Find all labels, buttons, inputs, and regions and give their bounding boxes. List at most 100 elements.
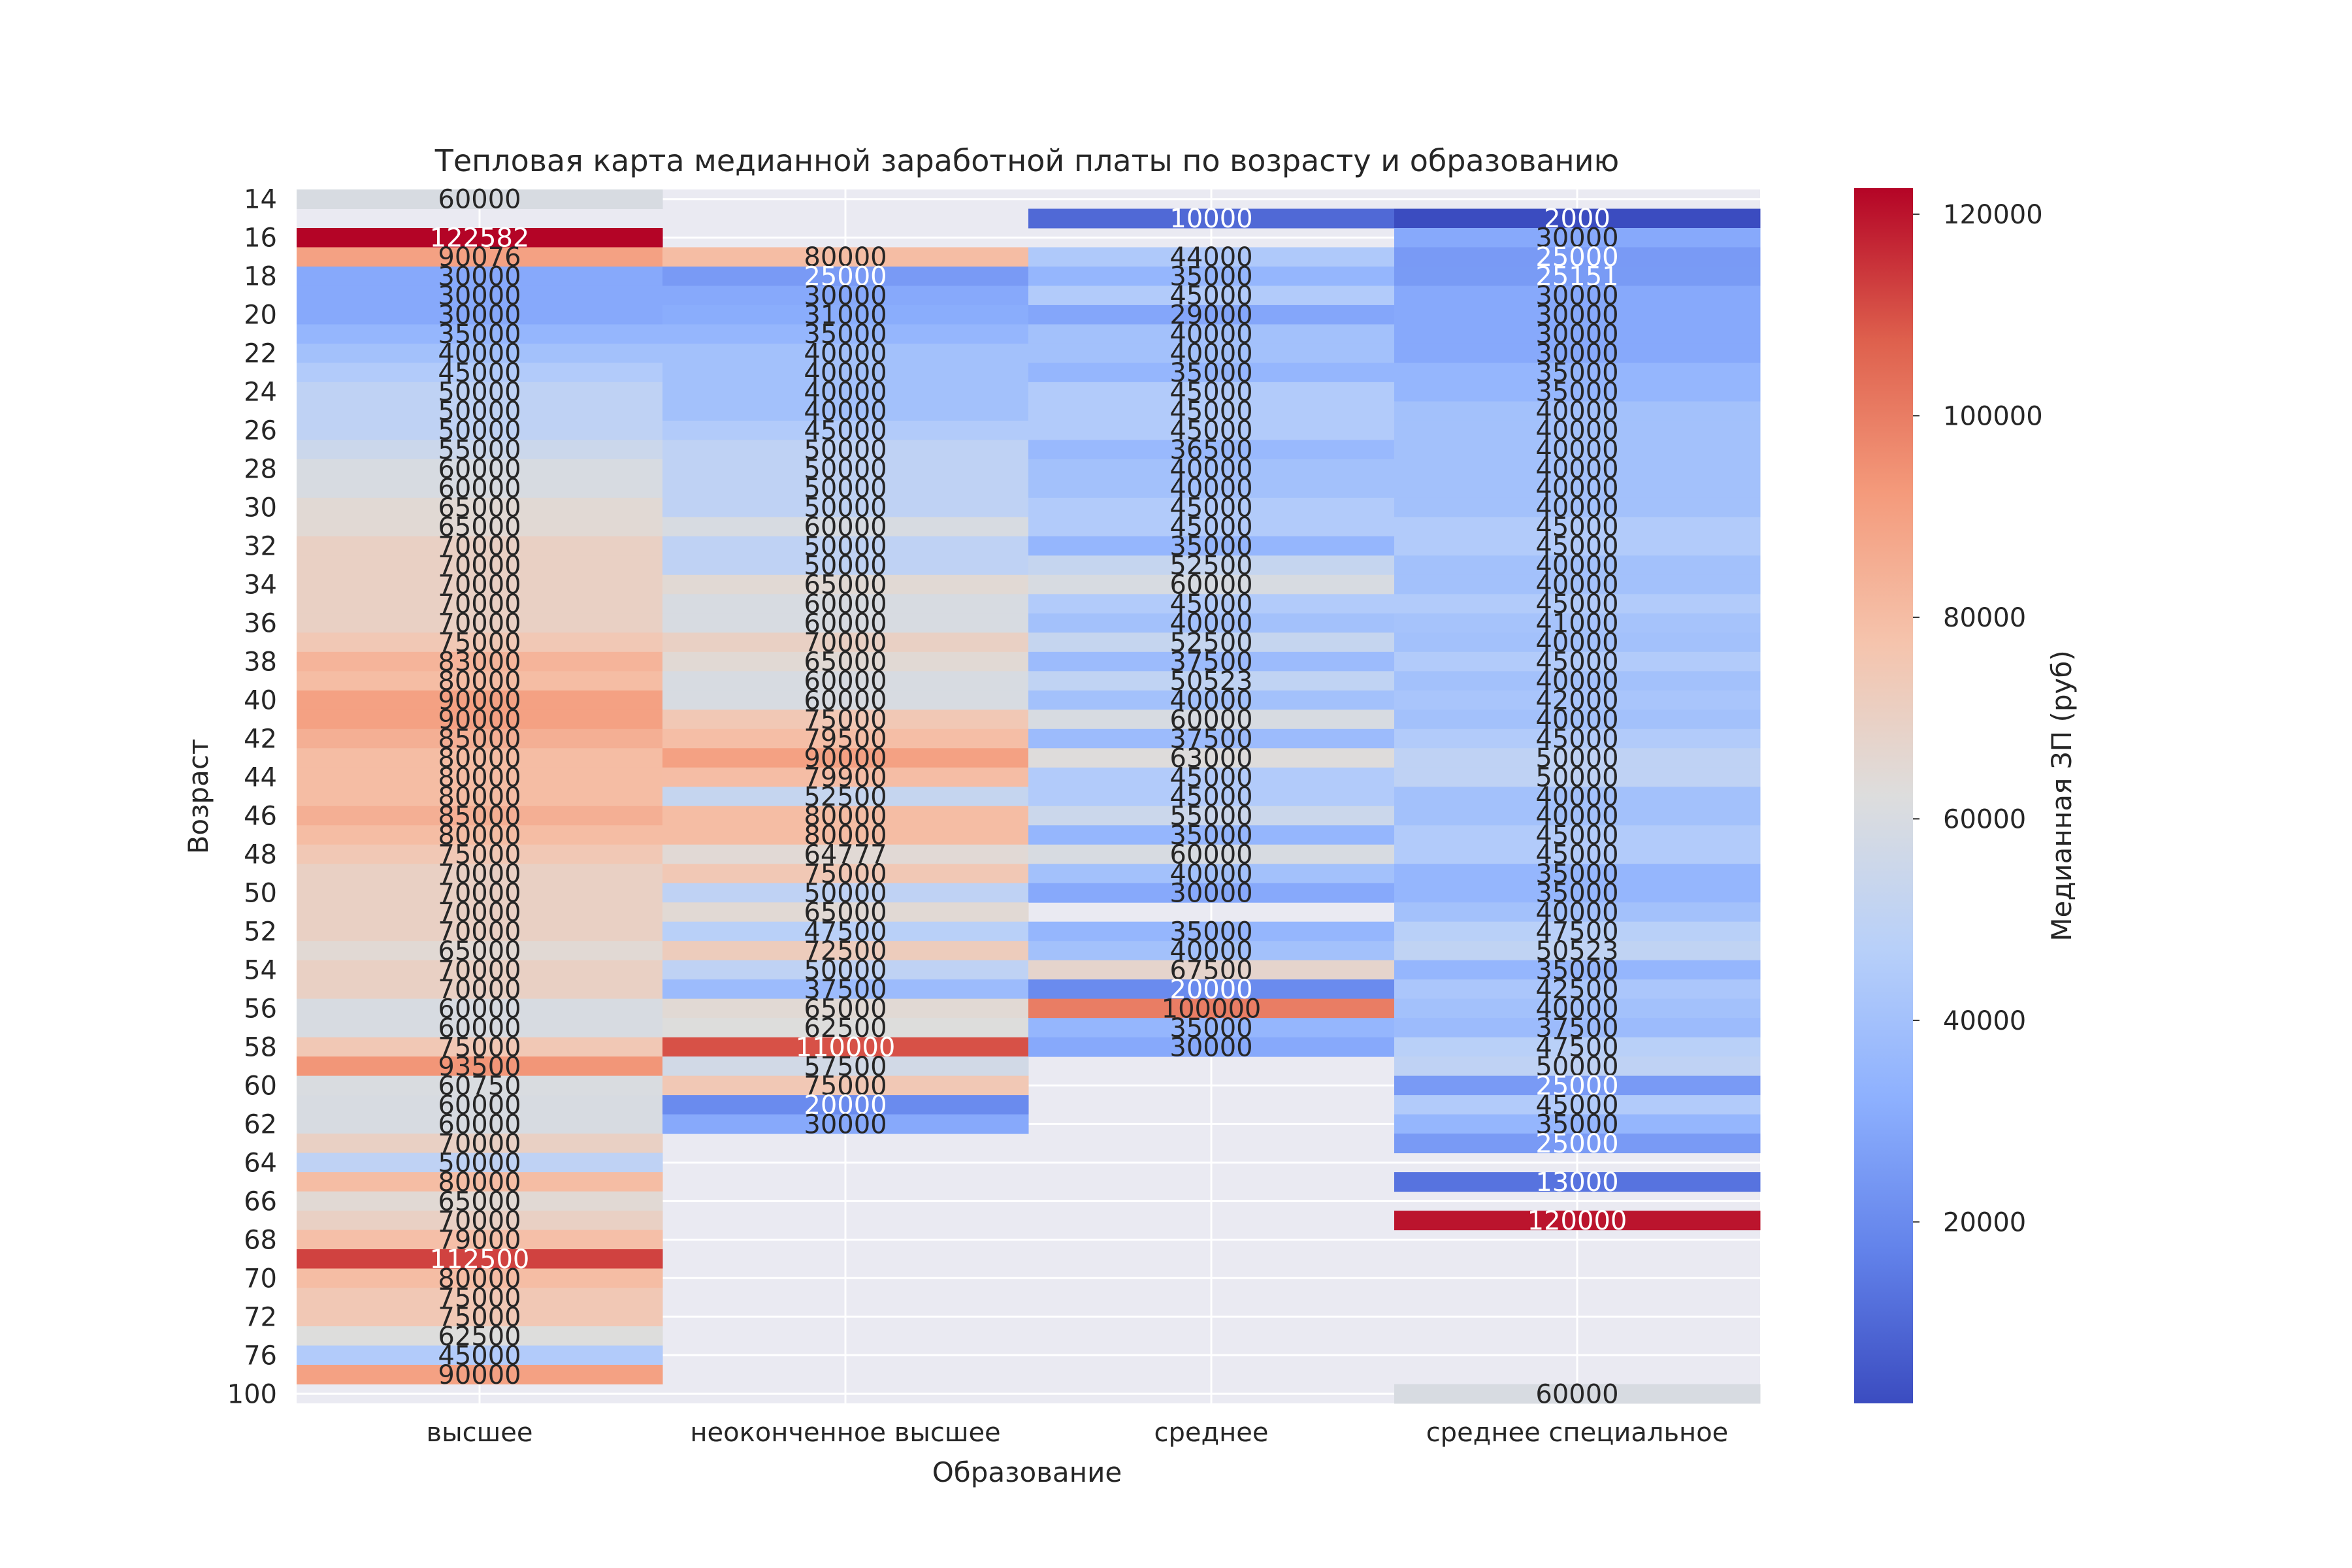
cell-value-label: 40000 xyxy=(804,358,887,388)
y-tick-label: 76 xyxy=(244,1341,277,1371)
cell-value-label: 50000 xyxy=(438,378,521,408)
heatmap-cell xyxy=(662,478,1029,498)
heatmap-cell xyxy=(1394,825,1761,845)
heatmap-cell xyxy=(297,1268,663,1288)
cell-value-label: 30000 xyxy=(1535,281,1618,311)
heatmap-cell xyxy=(1394,941,1761,961)
heatmap-cell xyxy=(662,787,1029,807)
heatmap-cell xyxy=(1394,363,1761,383)
cell-value-label: 30000 xyxy=(438,262,521,292)
heatmap-cell xyxy=(1394,1114,1761,1134)
cell-value-label: 50000 xyxy=(438,416,521,446)
heatmap-cell xyxy=(297,1249,663,1269)
heatmap-cell xyxy=(662,1037,1029,1057)
heatmap-cell xyxy=(1028,844,1395,864)
cell-value-label: 60000 xyxy=(438,1090,521,1120)
heatmap-cell xyxy=(1028,1037,1395,1057)
heatmap-cell xyxy=(1394,806,1761,826)
cell-value-label: 42000 xyxy=(1535,686,1618,716)
heatmap-cell xyxy=(662,574,1029,595)
heatmap-cell xyxy=(297,960,663,980)
heatmap-cell xyxy=(662,420,1029,440)
heatmap-cell xyxy=(662,941,1029,961)
heatmap-cell xyxy=(297,1134,663,1154)
heatmap-cell xyxy=(1028,555,1395,576)
cell-value-label: 65000 xyxy=(804,898,887,928)
heatmap-cell xyxy=(662,517,1029,537)
heatmap-cell xyxy=(662,304,1029,325)
heatmap-cell xyxy=(1394,440,1761,460)
heatmap-cell xyxy=(1394,1211,1761,1231)
cell-value-label: 55000 xyxy=(438,435,521,465)
heatmap-cell xyxy=(662,286,1029,306)
heatmap-cell xyxy=(662,343,1029,363)
cell-value-label: 75000 xyxy=(438,1283,521,1313)
cell-value-label: 37500 xyxy=(1535,1013,1618,1043)
heatmap-cell xyxy=(297,748,663,768)
heatmap-cell xyxy=(662,844,1029,864)
cell-value-label: 90000 xyxy=(438,686,521,716)
heatmap-cell xyxy=(662,767,1029,787)
cell-value-label: 50000 xyxy=(1535,743,1618,774)
heatmap-cell xyxy=(662,825,1029,845)
cell-value-label: 52500 xyxy=(1169,551,1252,581)
heatmap-cell xyxy=(297,497,663,517)
heatmap-cell xyxy=(297,517,663,537)
cell-value-label: 25000 xyxy=(804,262,887,292)
heatmap-cell xyxy=(1394,459,1761,479)
y-tick-label: 66 xyxy=(244,1186,277,1217)
heatmap-cell xyxy=(1394,208,1761,229)
heatmap-cell xyxy=(1028,478,1395,498)
heatmap-cell xyxy=(297,632,663,653)
heatmap-cell xyxy=(1394,1384,1761,1404)
heatmap-cell xyxy=(1028,286,1395,306)
cell-value-label: 80000 xyxy=(438,666,521,696)
heatmap-cell xyxy=(297,304,663,325)
heatmap-cell xyxy=(1028,304,1395,325)
cell-value-label: 37500 xyxy=(804,975,887,1005)
cell-value-label: 45000 xyxy=(1535,512,1618,542)
heatmap-cell xyxy=(1394,478,1761,498)
heatmap-cell xyxy=(297,536,663,556)
heatmap-cell xyxy=(297,1095,663,1115)
cell-value-label: 40000 xyxy=(1169,686,1252,716)
cell-value-label: 40000 xyxy=(1535,474,1618,504)
cell-value-label: 29000 xyxy=(1169,301,1252,331)
cell-value-label: 50000 xyxy=(804,551,887,581)
y-tick-label: 38 xyxy=(244,647,277,678)
heatmap-cell xyxy=(297,979,663,1000)
heatmap-cell xyxy=(297,1075,663,1096)
heatmap-cell xyxy=(1028,787,1395,807)
cell-value-label: 45000 xyxy=(1535,1090,1618,1120)
x-axis-label: Образование xyxy=(932,1456,1122,1488)
cell-value-label: 50000 xyxy=(804,955,887,985)
cell-value-label: 60000 xyxy=(438,474,521,504)
y-tick-label: 30 xyxy=(244,493,277,523)
cell-value-label: 35000 xyxy=(1535,378,1618,408)
heatmap-cell xyxy=(1394,324,1761,344)
cell-value-label: 50000 xyxy=(804,878,887,908)
cell-value-label: 35000 xyxy=(1535,955,1618,985)
heatmap-cell xyxy=(297,902,663,923)
colorbar-tick-label: 80000 xyxy=(1943,603,2026,633)
cell-value-label: 40000 xyxy=(1169,455,1252,485)
cell-value-label: 50000 xyxy=(1535,763,1618,793)
cell-value-label: 90076 xyxy=(438,242,521,272)
colorbar-tick-label: 120000 xyxy=(1943,200,2043,230)
heatmap-cell xyxy=(662,247,1029,267)
heatmap-cell xyxy=(1394,227,1761,248)
y-tick-label: 18 xyxy=(244,262,277,292)
cell-value-label: 52500 xyxy=(804,782,887,812)
heatmap-cell xyxy=(297,343,663,363)
heatmap-cell xyxy=(297,286,663,306)
x-tick-label: среднее специальное xyxy=(1426,1418,1729,1448)
cell-value-label: 30000 xyxy=(1535,339,1618,369)
cell-value-label: 72500 xyxy=(804,936,887,966)
heatmap-cell xyxy=(1028,651,1395,672)
y-tick-label: 40 xyxy=(244,686,277,716)
cell-value-label: 37500 xyxy=(1169,647,1252,678)
heatmap-cell xyxy=(297,767,663,787)
cell-value-label: 112500 xyxy=(430,1245,530,1275)
heatmap-cell xyxy=(1028,1018,1395,1038)
